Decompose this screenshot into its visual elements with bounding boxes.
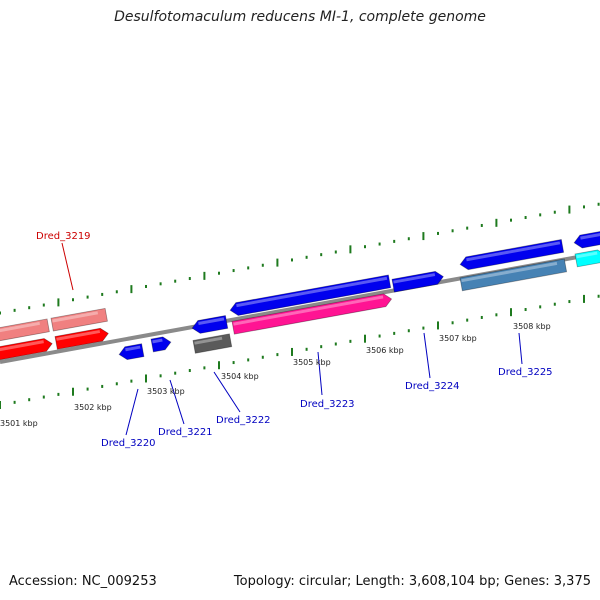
map-title: Desulfotomaculum reducens MI-1, complete… [114, 9, 486, 25]
blue-gene-5 [459, 239, 565, 271]
pink-gene-body [231, 293, 393, 335]
blue-gene-long [229, 274, 392, 316]
pink-gene [231, 293, 393, 335]
blue-gene-edge [573, 230, 600, 249]
blue-gene-4 [391, 271, 444, 293]
blue-gene-edge-shine [580, 232, 600, 240]
gene-label: Dred_3219 [36, 231, 91, 242]
gene-label: Dred_3225 [498, 367, 553, 378]
gene-label: Dred_3223 [300, 399, 355, 410]
blue-gene-edge-body [573, 230, 600, 249]
gray-gene-body [192, 333, 233, 354]
cyan-gene [574, 249, 600, 268]
scale-label: 3508 kbp [513, 322, 551, 331]
blue-gene-small-2-shine [152, 338, 163, 344]
gene-track [0, 230, 600, 362]
blue-gene-long-shine [236, 276, 388, 308]
light-red-gene-1-shine [0, 321, 40, 334]
red-gene-2-shine [56, 329, 101, 341]
gene-label: Dred_3221 [158, 427, 213, 438]
genome-summary-text: Topology: circular; Length: 3,608,104 bp… [233, 574, 591, 589]
pink-gene-shine [233, 295, 384, 326]
upper-tick-track [0, 202, 600, 315]
scale-label: 3501 kbp [0, 419, 38, 428]
blue-gene-4-body [391, 271, 444, 293]
gene-label: Dred_3224 [405, 381, 460, 392]
accession-text: Accession: NC_009253 [9, 574, 157, 589]
label-leader-line [518, 332, 523, 365]
light-red-gene-1-body [0, 318, 50, 343]
label-leader-line [61, 242, 74, 291]
steelblue-gene-body [459, 258, 568, 292]
steelblue-gene [459, 258, 568, 292]
blue-gene-small-2 [150, 336, 172, 353]
scale-label: 3503 kbp [147, 387, 185, 396]
scale-label: 3506 kbp [366, 346, 404, 355]
red-gene-2-body [54, 327, 109, 350]
cyan-gene-body [574, 249, 600, 268]
label-leader-line [125, 388, 139, 436]
blue-gene-3-shine [198, 317, 225, 325]
label-leaders [61, 242, 523, 436]
blue-gene-small-1-shine [125, 345, 141, 352]
blue-gene-3 [191, 315, 229, 334]
label-leader-line [317, 351, 323, 396]
blue-gene-5-body [459, 239, 565, 271]
gene-label: Dred_3222 [216, 415, 271, 426]
gray-gene-shine [194, 336, 223, 345]
gray-gene [192, 333, 233, 354]
light-red-gene-1 [0, 318, 50, 343]
scale-label: 3504 kbp [221, 372, 259, 381]
blue-gene-5-shine [466, 241, 561, 262]
red-gene-1 [0, 338, 53, 362]
scale-label: 3507 kbp [439, 334, 477, 343]
blue-gene-3-body [191, 315, 229, 334]
light-red-gene-2-shine [52, 311, 99, 323]
red-gene-2 [54, 327, 109, 350]
blue-gene-small-2-body [150, 336, 172, 353]
scale-label: 3505 kbp [293, 358, 331, 367]
red-gene-1-body [0, 338, 53, 362]
blue-gene-long-body [229, 274, 392, 316]
label-leader-line [423, 332, 431, 379]
cyan-gene-shine [576, 251, 598, 259]
gene-label: Dred_3220 [101, 438, 156, 449]
steelblue-gene-shine [461, 261, 558, 283]
blue-gene-4-shine [393, 273, 436, 284]
light-red-gene-2 [50, 307, 108, 332]
lower-tick-track [0, 294, 600, 409]
light-red-gene-2-body [50, 307, 108, 332]
label-leader-line [213, 371, 241, 413]
blue-gene-small-1-body [118, 343, 145, 361]
blue-gene-small-1 [118, 343, 145, 361]
scale-labels: 3501 kbp 3502 kbp 3503 kbp 3504 kbp 3505 kbp… [0, 322, 551, 428]
red-gene-1-shine [0, 340, 44, 353]
scale-label: 3502 kbp [74, 403, 112, 412]
label-leader-line [169, 379, 185, 425]
